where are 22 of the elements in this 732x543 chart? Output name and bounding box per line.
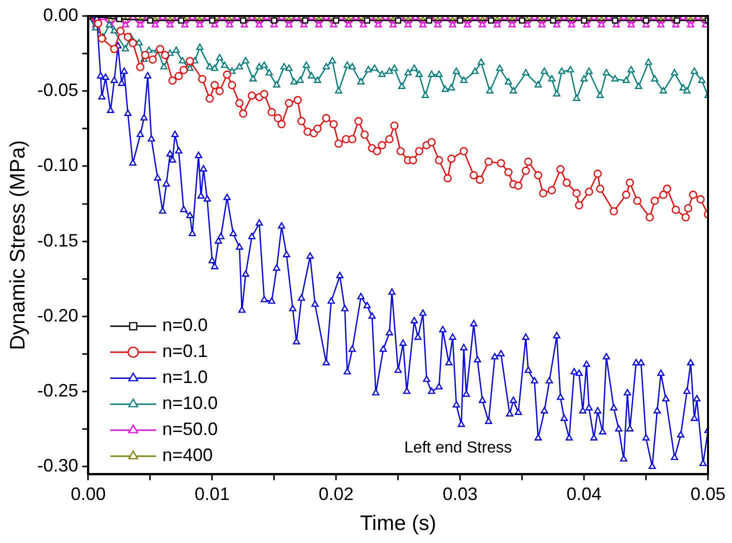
legend-label: n=400 bbox=[162, 445, 213, 466]
x-tick-label: 0.00 bbox=[70, 484, 106, 504]
y-tick-label: -0.20 bbox=[37, 305, 78, 326]
legend-label: n=0.0 bbox=[162, 315, 208, 336]
y-tick-label: -0.25 bbox=[37, 380, 78, 401]
x-tick-label: 0.04 bbox=[566, 484, 602, 504]
y-tick-label: -0.10 bbox=[37, 155, 78, 176]
legend-label: n=50.0 bbox=[162, 419, 218, 440]
y-tick-label: -0.15 bbox=[37, 230, 78, 250]
y-axis-title: Dynamic Stress (MPa) bbox=[6, 140, 30, 350]
legend-label: n=1.0 bbox=[162, 367, 208, 388]
y-tick-label: 0.00 bbox=[43, 4, 78, 25]
x-tick-label: 0.01 bbox=[194, 484, 230, 504]
legend-label: n=10.0 bbox=[162, 393, 218, 414]
x-tick-label: 0.02 bbox=[318, 484, 354, 504]
x-tick-label: 0.05 bbox=[690, 484, 726, 504]
annotation: Left end Stress bbox=[404, 440, 512, 457]
legend-label: n=0.1 bbox=[162, 341, 208, 362]
y-tick-label: -0.05 bbox=[37, 80, 78, 100]
y-tick-label: -0.30 bbox=[37, 456, 78, 476]
x-axis-title: Time (s) bbox=[360, 512, 436, 536]
x-tick-label: 0.03 bbox=[442, 484, 478, 504]
